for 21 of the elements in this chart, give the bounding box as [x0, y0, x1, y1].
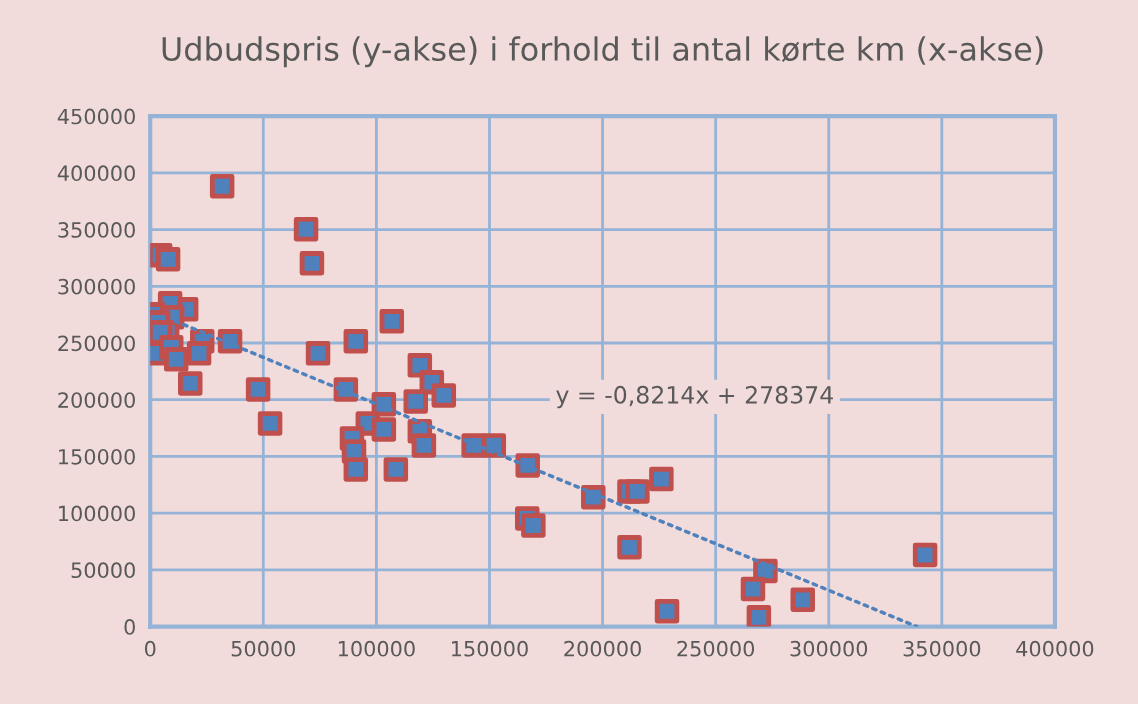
x-tick-label: 100000 [338, 640, 415, 657]
y-tick-label: 100000 [59, 505, 135, 522]
x-tick-label: 50000 [231, 640, 296, 657]
y-tick-label: 400000 [57, 165, 135, 182]
chart-title: Udbudspris (y-akse) i forhold til antal kørte km (x-akse) [162, 36, 1043, 68]
y-tick-label: 350000 [58, 222, 135, 238]
x-tick-label: 200000 [564, 640, 641, 657]
y-tick-label: 200000 [58, 392, 135, 408]
x-tick-label: 300000 [790, 640, 868, 657]
y-tick-label: 50000 [71, 562, 135, 579]
y-tick-label: 0 [124, 619, 135, 635]
x-tick-label: 250000 [677, 640, 755, 657]
x-tick-label: 150000 [452, 640, 528, 657]
x-tick-label: 400000 [1016, 640, 1094, 657]
y-tick-label: 450000 [57, 108, 135, 125]
annotation: y = -0,8214x + 278374 [556, 385, 833, 409]
y-tick-label: 250000 [58, 335, 135, 352]
x-tick-label: 0 [144, 640, 156, 657]
y-tick-label: 150000 [59, 448, 135, 465]
x-tick-label: 350000 [903, 640, 981, 657]
y-tick-label: 300000 [58, 278, 135, 295]
